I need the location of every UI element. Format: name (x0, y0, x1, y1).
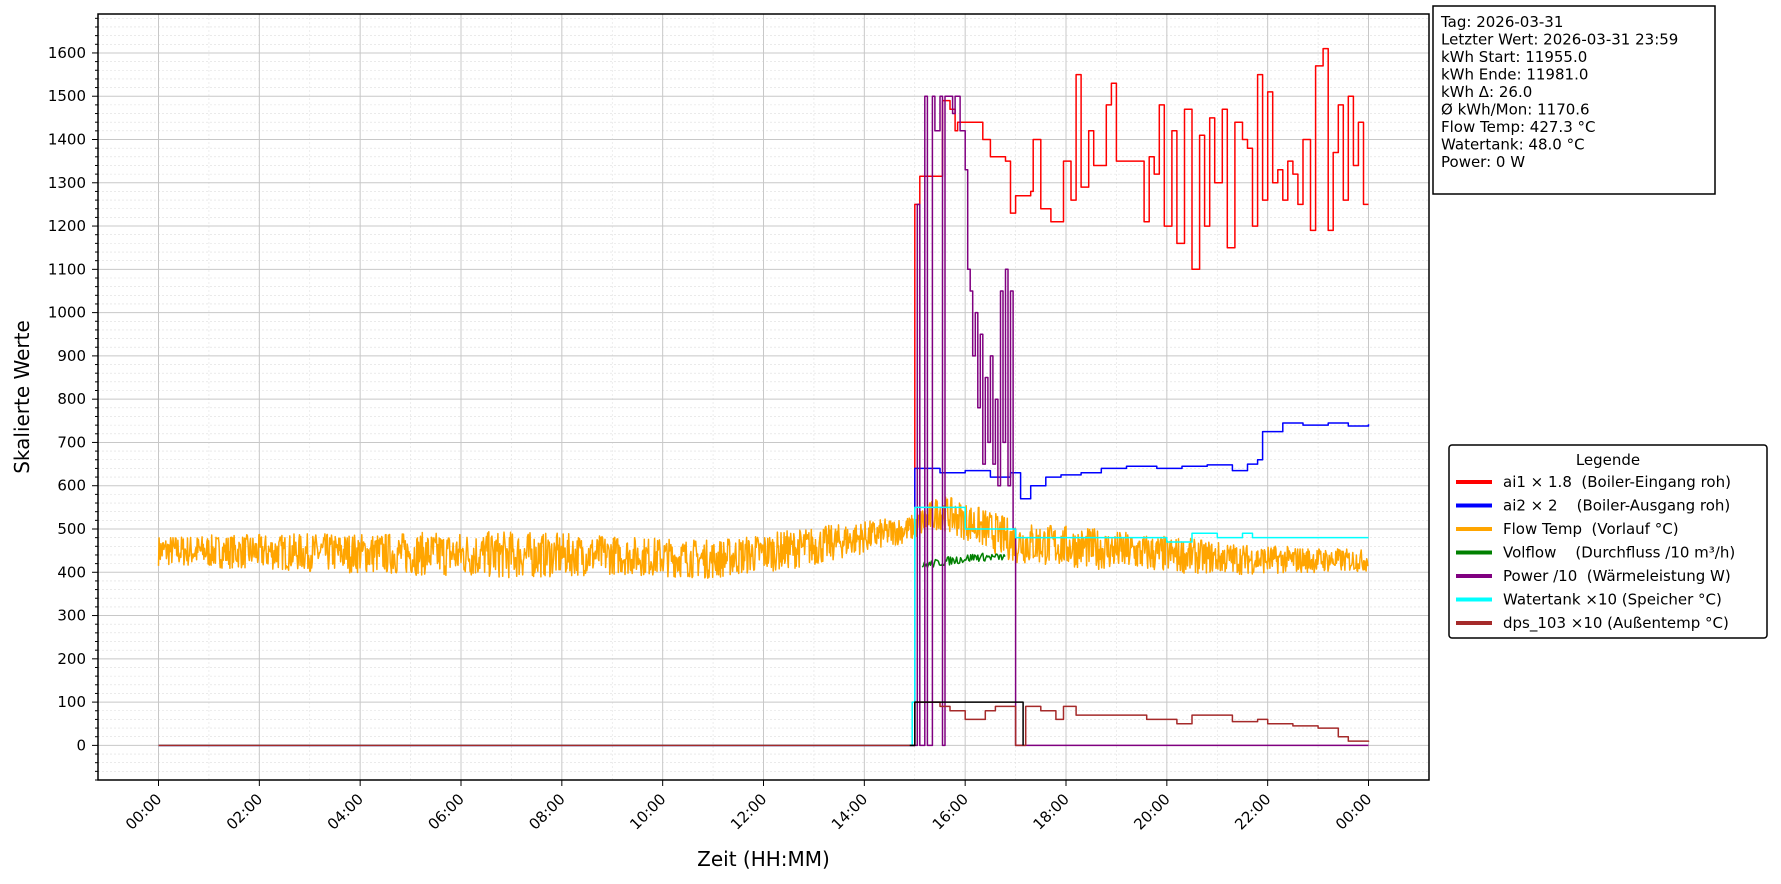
info-line: Letzter Wert: 2026-03-31 23:59 (1441, 31, 1678, 49)
info-box-frame (1432, 5, 1716, 195)
info-line: Ø kWh/Mon: 1170.6 (1441, 101, 1590, 119)
y-tick-label: 900 (57, 347, 86, 365)
y-tick-label: 800 (57, 390, 86, 408)
y-axis-label: Skalierte Werte (10, 320, 34, 474)
y-tick-label: 1600 (48, 44, 86, 62)
series-line-4 (921, 552, 1006, 569)
info-line: Power: 0 W (1441, 153, 1525, 171)
y-tick-label: 1500 (48, 87, 86, 105)
y-tick-label: 1200 (48, 217, 86, 235)
series-line-7 (158, 701, 1370, 747)
series-line-1 (158, 47, 1369, 747)
legend-entry: ai2 × 2 (Boiler-Ausgang roh) (1503, 497, 1730, 515)
series-line-8 (909, 701, 1024, 747)
y-tick-label: 700 (57, 433, 86, 451)
series-line-5 (158, 95, 1369, 747)
legend: Legende ai1 × 1.8 (Boiler-Eingang roh) ai2… (1448, 444, 1768, 639)
y-tick-label: 1300 (48, 174, 86, 192)
info-line: kWh Ende: 11981.0 (1441, 66, 1588, 84)
series-line-6 (158, 506, 1369, 747)
info-line: Flow Temp: 427.3 °C (1441, 118, 1596, 136)
series-line-2 (158, 422, 1370, 747)
plot-area (157, 47, 1370, 747)
info-line: Watertank: 48.0 °C (1441, 136, 1585, 154)
legend-frame (1448, 444, 1768, 639)
legend-entry: Volflow (Durchfluss /10 m³/h) (1503, 544, 1735, 562)
y-tick-label: 100 (57, 693, 86, 711)
y-tick-label: 200 (57, 650, 86, 668)
y-tick-label: 1100 (48, 260, 86, 278)
x-axis-label: Zeit (HH:MM) (697, 847, 830, 871)
y-tick-label: 0 (76, 736, 86, 754)
legend-entry: Flow Temp (Vorlauf °C) (1503, 520, 1679, 538)
y-tick-label: 300 (57, 607, 86, 625)
info-line: kWh Δ: 26.0 (1441, 83, 1532, 101)
legend-entry: ai1 × 1.8 (Boiler-Eingang roh) (1503, 473, 1731, 491)
legend-entry: Watertank ×10 (Speicher °C) (1503, 591, 1722, 609)
info-line: kWh Start: 11955.0 (1441, 48, 1587, 66)
legend-title: Legende (1576, 451, 1640, 469)
y-tick-label: 1400 (48, 131, 86, 149)
y-tick-label: 400 (57, 563, 86, 581)
legend-entry: Power /10 (Wärmeleistung W) (1503, 567, 1731, 585)
legend-entry: dps_103 ×10 (Außentemp °C) (1503, 614, 1729, 633)
info-line: Tag: 2026-03-31 (1440, 13, 1563, 31)
y-tick-label: 1000 (48, 304, 86, 322)
y-tick-label: 600 (57, 477, 86, 495)
y-tick-label: 500 (57, 520, 86, 538)
